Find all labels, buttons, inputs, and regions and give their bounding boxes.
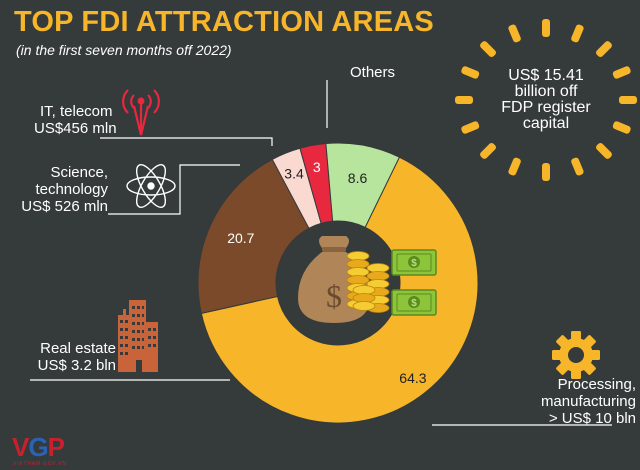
- slice-value-label: 3: [313, 159, 321, 175]
- label-line: US$ 3.2 bln: [37, 357, 116, 374]
- logo-letter: V: [12, 432, 29, 462]
- label-line: Processing,: [557, 376, 636, 393]
- building-windows: [120, 306, 156, 372]
- label-science-technology: Science, technology US$ 526 mln: [20, 164, 108, 215]
- antenna-icon: [122, 89, 160, 136]
- label-line: US$456 mln: [34, 120, 117, 137]
- label-processing: Processing, manufacturing > US$ 10 bln: [522, 376, 636, 427]
- callout-line: billion off: [514, 83, 578, 100]
- label-line: US$ 526 mln: [21, 198, 108, 215]
- coin-stack-icon: [346, 251, 390, 313]
- label-line: IT, telecom: [40, 103, 113, 120]
- vgp-logo: VGP: [12, 432, 65, 463]
- svg-text:$: $: [326, 278, 342, 314]
- total-capital-callout: US$ 15.41 billion off FDP register capit…: [486, 68, 606, 132]
- donut-slice: [197, 158, 310, 314]
- slice-value-label: 3.4: [284, 165, 304, 181]
- label-it-telecom: IT, telecom US$456 mln: [34, 103, 117, 137]
- callout-line: capital: [522, 115, 570, 132]
- slice-value-label: 8.6: [348, 170, 368, 186]
- label-others: Others: [350, 64, 396, 81]
- banknote-icon: $ $: [391, 249, 437, 316]
- sun-burst-icon: [455, 19, 637, 181]
- label-line: technology: [35, 181, 108, 198]
- leader-line-it-telecom: [100, 137, 273, 146]
- slice-value-label: 64.3: [399, 370, 426, 386]
- label-line: Science,: [50, 164, 108, 181]
- label-real-estate: Real estate US$ 3.2 bln: [18, 340, 116, 374]
- leader-lines: [30, 80, 612, 426]
- logo-letter: P: [47, 432, 65, 462]
- donut-slice: [325, 142, 401, 228]
- page-subtitle: (in the first seven months off 2022): [16, 42, 232, 58]
- svg-text:$: $: [411, 258, 417, 269]
- label-line: > US$ 10 bln: [548, 410, 636, 427]
- building-icon: [118, 300, 158, 372]
- gear-icon: [552, 331, 600, 379]
- label-line: manufacturing: [540, 393, 636, 410]
- page-title: TOP FDI ATTRACTION AREAS: [14, 6, 434, 38]
- logo-tagline: VIETNAM GOV.VN: [13, 461, 67, 467]
- logo-letter: G: [28, 432, 48, 462]
- leader-line-science: [108, 164, 240, 215]
- label-line: Real estate: [40, 340, 116, 357]
- callout-line: US$ 15.41: [508, 67, 584, 84]
- slice-value-label: 20.7: [227, 230, 254, 246]
- atom-icon: [126, 164, 176, 208]
- callout-line: FDP register: [501, 99, 591, 116]
- svg-text:$: $: [411, 298, 417, 309]
